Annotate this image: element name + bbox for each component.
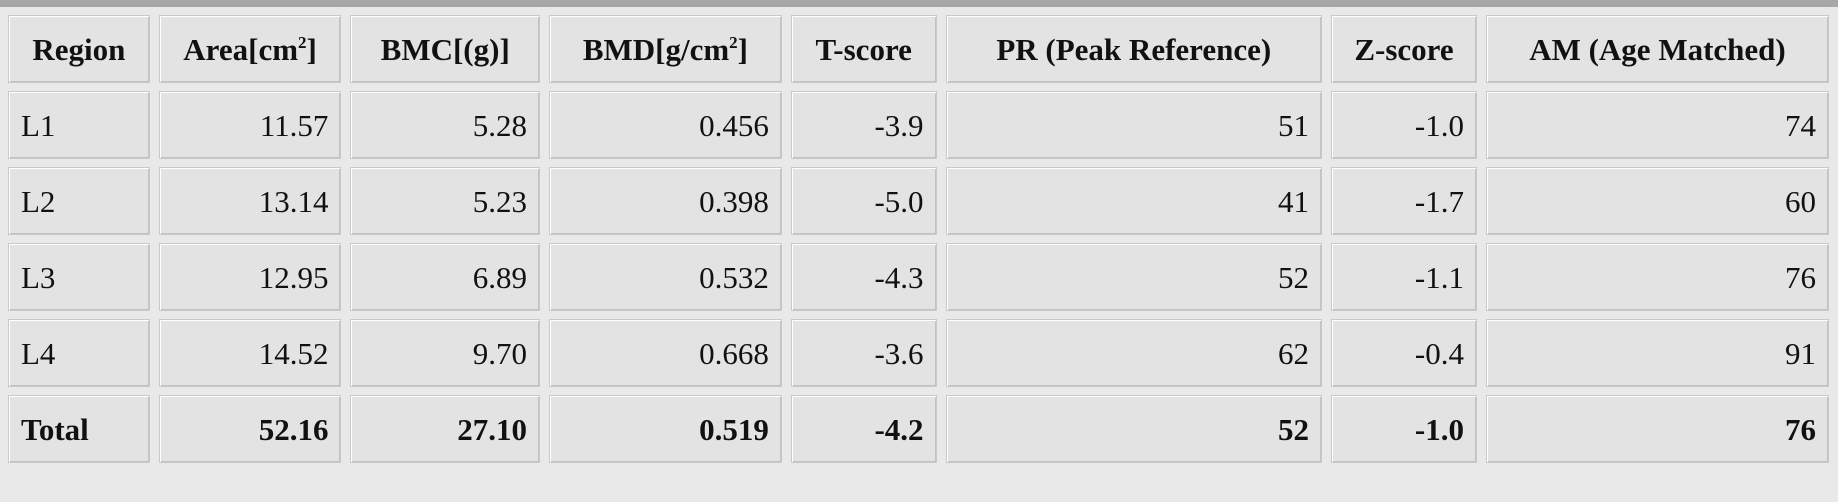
cell-area: 13.14 <box>158 167 342 235</box>
header-t-score: T-score <box>790 15 937 83</box>
cell-z-score: -1.1 <box>1331 243 1477 311</box>
cell-bmd: 0.532 <box>549 243 782 311</box>
cell-age-matched: 76 <box>1485 395 1829 463</box>
cell-bmc: 27.10 <box>350 395 540 463</box>
cell-peak-reference: 52 <box>945 243 1323 311</box>
cell-bmd: 0.519 <box>549 395 782 463</box>
header-z-score: Z-score <box>1331 15 1477 83</box>
cell-region: L3 <box>8 243 150 311</box>
table-header-row: Region Area[cm2] BMC[(g)] BMD[g/cm2] T-s… <box>8 15 1829 83</box>
table-row: L3 12.95 6.89 0.532 -4.3 52 -1.1 76 <box>8 243 1829 311</box>
cell-peak-reference: 62 <box>945 319 1323 387</box>
cell-peak-reference: 51 <box>945 91 1323 159</box>
cell-t-score: -3.6 <box>790 319 937 387</box>
cell-area: 12.95 <box>158 243 342 311</box>
header-age-matched: AM (Age Matched) <box>1485 15 1829 83</box>
header-bmc: BMC[(g)] <box>350 15 540 83</box>
cell-region: Total <box>8 395 150 463</box>
header-peak-reference: PR (Peak Reference) <box>945 15 1323 83</box>
cell-bmd: 0.668 <box>549 319 782 387</box>
table-row: L1 11.57 5.28 0.456 -3.9 51 -1.0 74 <box>8 91 1829 159</box>
cell-bmc: 9.70 <box>350 319 540 387</box>
cell-t-score: -4.3 <box>790 243 937 311</box>
cell-z-score: -1.0 <box>1331 91 1477 159</box>
table-row: L4 14.52 9.70 0.668 -3.6 62 -0.4 91 <box>8 319 1829 387</box>
top-border-bar <box>0 0 1838 7</box>
bone-density-table: Region Area[cm2] BMC[(g)] BMD[g/cm2] T-s… <box>0 7 1838 471</box>
cell-age-matched: 76 <box>1485 243 1829 311</box>
cell-region: L2 <box>8 167 150 235</box>
cell-t-score: -4.2 <box>790 395 937 463</box>
header-region: Region <box>8 15 150 83</box>
cell-area: 52.16 <box>158 395 342 463</box>
cell-bmd: 0.398 <box>549 167 782 235</box>
cell-area: 14.52 <box>158 319 342 387</box>
cell-region: L1 <box>8 91 150 159</box>
cell-t-score: -5.0 <box>790 167 937 235</box>
cell-bmd: 0.456 <box>549 91 782 159</box>
cell-age-matched: 91 <box>1485 319 1829 387</box>
header-area: Area[cm2] <box>158 15 342 83</box>
cell-t-score: -3.9 <box>790 91 937 159</box>
cell-region: L4 <box>8 319 150 387</box>
cell-z-score: -1.0 <box>1331 395 1477 463</box>
cell-peak-reference: 52 <box>945 395 1323 463</box>
cell-age-matched: 60 <box>1485 167 1829 235</box>
cell-area: 11.57 <box>158 91 342 159</box>
cell-peak-reference: 41 <box>945 167 1323 235</box>
cell-bmc: 5.23 <box>350 167 540 235</box>
cell-age-matched: 74 <box>1485 91 1829 159</box>
cell-z-score: -0.4 <box>1331 319 1477 387</box>
cell-bmc: 6.89 <box>350 243 540 311</box>
cell-z-score: -1.7 <box>1331 167 1477 235</box>
table-row: L2 13.14 5.23 0.398 -5.0 41 -1.7 60 <box>8 167 1829 235</box>
cell-bmc: 5.28 <box>350 91 540 159</box>
header-bmd: BMD[g/cm2] <box>549 15 782 83</box>
table-row-total: Total 52.16 27.10 0.519 -4.2 52 -1.0 76 <box>8 395 1829 463</box>
